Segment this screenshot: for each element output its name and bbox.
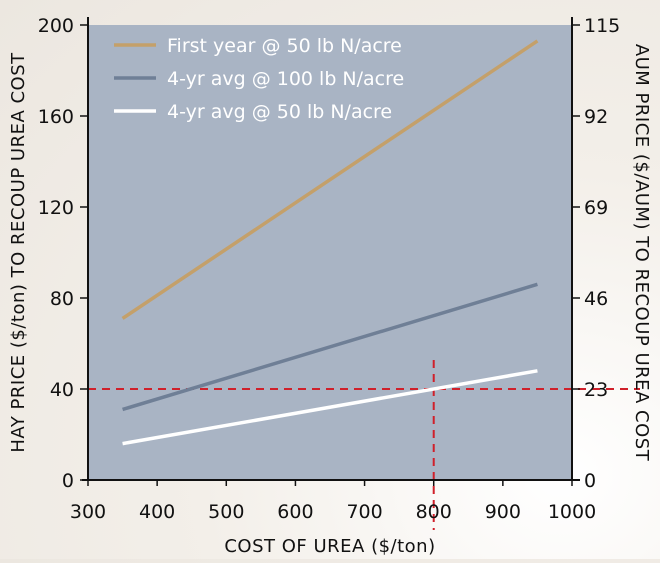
x-tick-label: 400	[139, 501, 175, 523]
series-line-1	[121, 39, 539, 320]
x-tick-label: 900	[485, 501, 521, 523]
x-tick-label: 600	[277, 501, 313, 523]
y-axis-ticks: 0 40 80 120 160 200	[38, 15, 88, 492]
legend-label-1: First year @ 50 lb N/acre	[167, 35, 402, 57]
series-line-2	[122, 282, 538, 412]
y2-tick-label: 69	[584, 197, 608, 219]
x-tick-label: 700	[346, 501, 382, 523]
x-axis-ticks: 300 400 500 600 700 800 900 1000	[70, 480, 596, 523]
legend-label-3: 4-yr avg @ 50 lb N/acre	[167, 101, 392, 123]
y2-axis-title: AUM PRICE ($/AUM) TO RECOUP UREA COST	[631, 44, 652, 462]
y-tick-label: 160	[38, 106, 74, 128]
y-tick-label: 0	[62, 470, 74, 492]
y2-tick-label: 0	[584, 470, 596, 492]
y2-tick-label: 46	[584, 288, 608, 310]
series-lines	[121, 39, 539, 446]
y2-tick-label: 23	[584, 379, 608, 401]
axes	[82, 17, 580, 481]
legend-label-2: 4-yr avg @ 100 lb N/acre	[167, 68, 404, 90]
x-tick-label: 300	[70, 501, 106, 523]
y-tick-label: 80	[50, 288, 74, 310]
x-tick-label: 500	[208, 501, 244, 523]
y2-axis-ticks: 0 23 46 69 92 115	[572, 15, 620, 492]
y-tick-label: 200	[38, 15, 74, 37]
plot-area	[88, 25, 572, 480]
y2-tick-label: 115	[584, 15, 620, 37]
y-tick-label: 40	[50, 379, 74, 401]
y2-tick-label: 92	[584, 106, 608, 128]
x-tick-label: 800	[416, 501, 452, 523]
x-tick-label: 1000	[548, 501, 596, 523]
y-axis-title: HAY PRICE ($/ton) TO RECOUP UREA COST	[8, 52, 29, 453]
series-line-3	[122, 369, 538, 446]
y-tick-label: 120	[38, 197, 74, 219]
legend: First year @ 50 lb N/acre 4-yr avg @ 100 …	[114, 35, 404, 123]
x-axis-title: COST OF UREA ($/ton)	[224, 536, 435, 557]
